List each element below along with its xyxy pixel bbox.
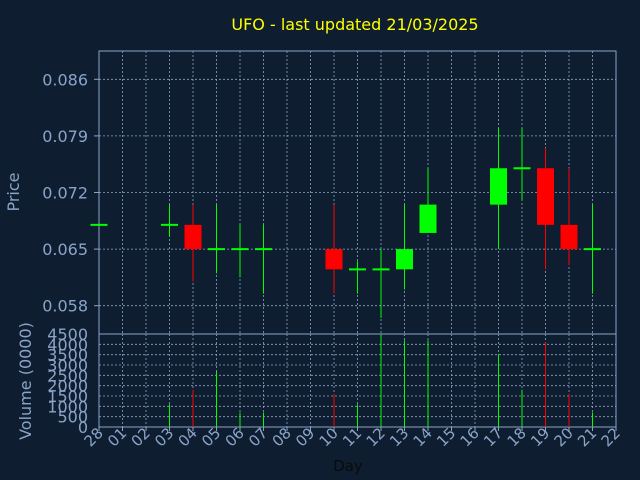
- volume-axis-label: Volume (0000): [16, 322, 35, 440]
- price-tick-label: 0.086: [42, 70, 88, 89]
- volume-tick-label: 3000: [47, 356, 88, 375]
- x-tick-label: 10: [316, 424, 342, 450]
- volume-tick-label: 4000: [47, 335, 88, 354]
- x-tick-label: 13: [386, 424, 412, 450]
- x-tick-label: 16: [457, 424, 483, 450]
- candle-body: [396, 249, 413, 270]
- volume-tick-label: 500: [57, 408, 88, 427]
- volume-tick-label: 2500: [47, 366, 88, 385]
- x-tick-label: 22: [598, 424, 624, 450]
- candle-body: [490, 168, 507, 205]
- x-tick-label: 02: [128, 424, 154, 450]
- candle-body: [184, 224, 202, 250]
- x-tick-label: 08: [269, 424, 295, 450]
- volume-tick-label: 0: [78, 418, 88, 437]
- volume-tick-label: 1500: [47, 387, 88, 406]
- x-tick-label: 01: [104, 424, 130, 450]
- x-tick-label: 07: [245, 424, 271, 450]
- volume-tick-label: 3500: [47, 346, 88, 365]
- candle-body: [537, 168, 554, 225]
- x-tick-label: 15: [433, 424, 459, 450]
- price-axis-label: Price: [4, 172, 23, 211]
- x-tick-label: 20: [551, 424, 577, 450]
- x-tick-label: 03: [151, 424, 177, 450]
- x-tick-label: 12: [363, 424, 389, 450]
- x-tick-label: 05: [198, 424, 224, 450]
- x-tick-label: 11: [339, 424, 365, 450]
- volume-tick-label: 1000: [47, 397, 88, 416]
- candle-body: [560, 224, 578, 250]
- price-tick-label: 0.072: [42, 184, 88, 203]
- x-tick-label: 09: [292, 424, 318, 450]
- price-tick-label: 0.079: [42, 127, 88, 146]
- x-tick-label: 14: [410, 424, 436, 450]
- x-tick-label: 18: [504, 424, 530, 450]
- price-tick-label: 0.058: [42, 297, 88, 316]
- chart-title: UFO - last updated 21/03/2025: [231, 15, 478, 34]
- x-tick-label: 21: [574, 424, 600, 450]
- x-tick-label: 06: [222, 424, 248, 450]
- x-tick-label: 04: [175, 424, 201, 450]
- volume-tick-label: 4500: [47, 325, 88, 344]
- candle-body: [325, 249, 343, 270]
- candle-body: [419, 204, 437, 233]
- price-tick-label: 0.065: [42, 240, 88, 259]
- x-axis-label: Day: [333, 457, 363, 475]
- x-tick-label: 17: [480, 424, 506, 450]
- x-tick-label: 19: [527, 424, 553, 450]
- volume-tick-label: 2000: [47, 377, 88, 396]
